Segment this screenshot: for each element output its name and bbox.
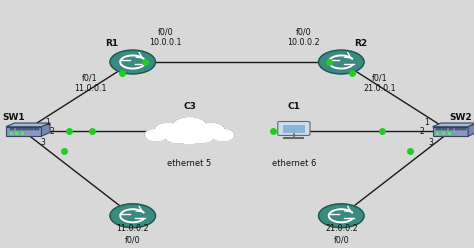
- Text: 3: 3: [40, 138, 45, 147]
- Polygon shape: [432, 123, 474, 127]
- Text: 1: 1: [424, 118, 429, 127]
- Circle shape: [197, 123, 225, 138]
- Circle shape: [173, 118, 206, 135]
- Text: SW2: SW2: [449, 113, 472, 122]
- Text: f0/1
21.0.0.1: f0/1 21.0.0.1: [363, 73, 395, 93]
- Text: R2: R2: [354, 39, 367, 48]
- Circle shape: [113, 205, 153, 226]
- Circle shape: [155, 124, 181, 137]
- Text: 21.0.0.2
f0/0: 21.0.0.2 f0/0: [325, 224, 358, 245]
- FancyBboxPatch shape: [436, 128, 441, 130]
- Text: f0/0
10.0.0.2: f0/0 10.0.0.2: [287, 27, 319, 47]
- Circle shape: [319, 204, 364, 228]
- Text: ethernet 5: ethernet 5: [167, 159, 212, 168]
- Text: 11.0.0.2
f0/0: 11.0.0.2 f0/0: [117, 224, 149, 245]
- Circle shape: [321, 52, 361, 72]
- FancyBboxPatch shape: [432, 127, 468, 136]
- Text: f0/0
10.0.0.1: f0/0 10.0.0.1: [150, 27, 182, 47]
- Circle shape: [212, 130, 233, 141]
- FancyBboxPatch shape: [34, 128, 39, 130]
- Circle shape: [166, 130, 190, 143]
- FancyBboxPatch shape: [6, 127, 41, 136]
- FancyBboxPatch shape: [28, 128, 33, 130]
- FancyBboxPatch shape: [448, 128, 453, 130]
- Circle shape: [154, 123, 182, 138]
- Circle shape: [211, 129, 235, 141]
- Circle shape: [198, 124, 224, 137]
- Circle shape: [321, 205, 361, 226]
- Circle shape: [179, 133, 200, 144]
- Circle shape: [188, 129, 215, 143]
- FancyBboxPatch shape: [283, 125, 305, 133]
- FancyBboxPatch shape: [442, 128, 447, 130]
- Text: 3: 3: [429, 138, 434, 147]
- Polygon shape: [6, 123, 50, 127]
- Circle shape: [180, 134, 199, 144]
- Circle shape: [113, 52, 153, 72]
- Circle shape: [110, 50, 155, 74]
- Circle shape: [110, 204, 155, 228]
- FancyBboxPatch shape: [278, 122, 310, 135]
- Polygon shape: [468, 123, 474, 136]
- Circle shape: [190, 130, 213, 143]
- FancyBboxPatch shape: [22, 128, 27, 130]
- Text: f0/1
11.0.0.1: f0/1 11.0.0.1: [74, 73, 106, 93]
- Circle shape: [145, 129, 168, 141]
- Text: ethernet 6: ethernet 6: [272, 159, 316, 168]
- Circle shape: [172, 117, 208, 136]
- FancyBboxPatch shape: [16, 128, 21, 130]
- Polygon shape: [41, 123, 50, 136]
- Circle shape: [164, 129, 191, 143]
- FancyBboxPatch shape: [455, 128, 459, 130]
- Circle shape: [111, 205, 154, 227]
- Circle shape: [110, 204, 155, 228]
- Circle shape: [319, 204, 364, 228]
- Text: R1: R1: [105, 39, 118, 48]
- Text: 2: 2: [50, 127, 55, 136]
- FancyBboxPatch shape: [10, 128, 15, 130]
- Circle shape: [146, 130, 167, 141]
- Text: 2: 2: [419, 127, 424, 136]
- FancyBboxPatch shape: [461, 128, 465, 130]
- Circle shape: [111, 51, 154, 73]
- Text: 1: 1: [45, 118, 50, 127]
- Text: C3: C3: [183, 102, 196, 111]
- Text: C1: C1: [287, 102, 301, 111]
- Text: SW1: SW1: [2, 113, 25, 122]
- Circle shape: [320, 51, 363, 73]
- Circle shape: [110, 50, 155, 74]
- Circle shape: [319, 50, 364, 74]
- Circle shape: [319, 50, 364, 74]
- Circle shape: [320, 205, 363, 227]
